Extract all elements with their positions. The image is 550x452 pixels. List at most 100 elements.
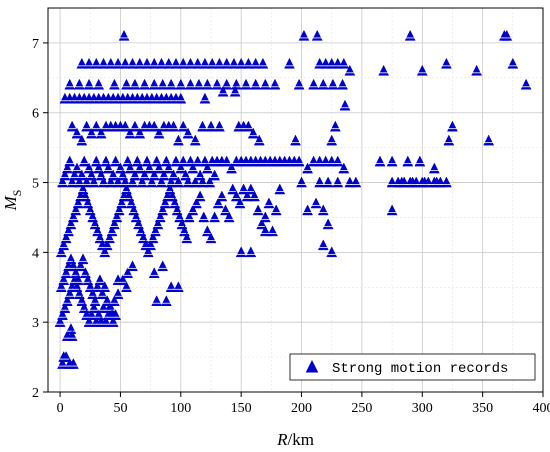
data-point [314, 176, 326, 188]
data-point [59, 169, 71, 181]
data-point-marker [520, 78, 532, 90]
data-point [65, 253, 77, 265]
y-tick-label: 3 [32, 316, 39, 331]
data-point [338, 57, 350, 69]
data-point-marker [65, 253, 77, 265]
data-point-marker [205, 120, 217, 132]
data-point-marker [250, 78, 262, 90]
y-axis-label: MS [1, 190, 24, 212]
data-point [139, 169, 150, 181]
data-point-marker [160, 295, 172, 306]
data-point [308, 78, 320, 90]
data-points [54, 29, 532, 369]
data-point [121, 78, 132, 90]
x-tick-label: 250 [351, 401, 372, 416]
x-axis-label-italic: R [276, 430, 288, 449]
data-point [253, 134, 265, 146]
data-point [160, 155, 172, 167]
data-point [447, 120, 458, 132]
data-point [131, 155, 143, 167]
data-point-marker [284, 57, 295, 69]
data-point [214, 120, 225, 132]
data-point-marker [332, 176, 344, 188]
data-point [298, 29, 310, 41]
data-point [326, 134, 338, 146]
data-point-marker [310, 197, 322, 209]
data-point [90, 120, 102, 132]
data-point-marker [230, 78, 242, 90]
data-point [317, 239, 329, 251]
y-tick-label: 7 [32, 37, 39, 52]
y-tick-labels: 2 3 4 5 6 7 [32, 37, 39, 401]
data-point [67, 358, 79, 369]
data-point [127, 260, 138, 272]
data-point [263, 197, 275, 209]
data-point [168, 120, 179, 132]
data-point [187, 204, 199, 216]
data-point [520, 78, 532, 90]
data-point [259, 225, 271, 237]
data-point [293, 155, 305, 167]
y-tick-label: 4 [32, 246, 39, 261]
data-point [57, 176, 68, 188]
data-point [337, 78, 348, 90]
data-point [181, 232, 193, 244]
x-axis-label-unit: /km [287, 430, 313, 449]
data-point-marker [216, 190, 228, 202]
data-point [102, 162, 114, 174]
data-point-marker [483, 134, 495, 146]
data-point [156, 176, 167, 188]
data-point-marker [194, 190, 206, 202]
data-point [199, 92, 211, 104]
data-point-marker [77, 253, 89, 265]
data-point-marker [160, 155, 172, 167]
data-point [159, 197, 171, 209]
data-point-marker [129, 120, 141, 132]
data-point [72, 274, 84, 286]
data-point [57, 309, 68, 320]
data-point [247, 127, 259, 139]
data-point [339, 99, 351, 111]
data-point-marker [129, 78, 141, 90]
y-tick-label: 5 [32, 177, 39, 192]
data-point [127, 176, 138, 188]
legend: Strong motion records [289, 353, 536, 381]
data-point [386, 155, 398, 167]
data-point-marker [64, 78, 76, 90]
data-point [396, 176, 408, 188]
data-point [311, 29, 323, 41]
data-point [151, 295, 163, 306]
data-point [338, 162, 350, 174]
data-point-marker [122, 155, 134, 167]
data-point-marker [214, 120, 225, 132]
data-point [402, 155, 414, 167]
data-point-marker [64, 155, 76, 167]
data-point [160, 295, 172, 306]
data-point [259, 211, 271, 223]
data-point-marker [252, 204, 264, 216]
data-point [121, 281, 132, 293]
tick-marks [43, 42, 544, 397]
data-point-marker [198, 211, 210, 223]
data-point-marker [296, 176, 307, 188]
data-point [93, 78, 105, 90]
data-point-marker [259, 78, 271, 90]
data-point [317, 78, 329, 90]
data-point [172, 176, 184, 188]
data-point [269, 78, 281, 90]
data-point [90, 155, 102, 167]
data-point [419, 176, 431, 188]
data-point-marker [447, 120, 458, 132]
data-point [88, 176, 100, 188]
data-point [204, 176, 216, 188]
data-point [235, 246, 247, 258]
data-point-marker [311, 29, 323, 41]
data-point [124, 162, 136, 174]
data-point [157, 204, 169, 216]
data-point-marker [199, 92, 211, 104]
data-point [107, 316, 119, 327]
data-point-marker [78, 155, 90, 167]
data-point-marker [151, 295, 163, 306]
data-point [234, 197, 246, 209]
data-point [165, 78, 177, 90]
